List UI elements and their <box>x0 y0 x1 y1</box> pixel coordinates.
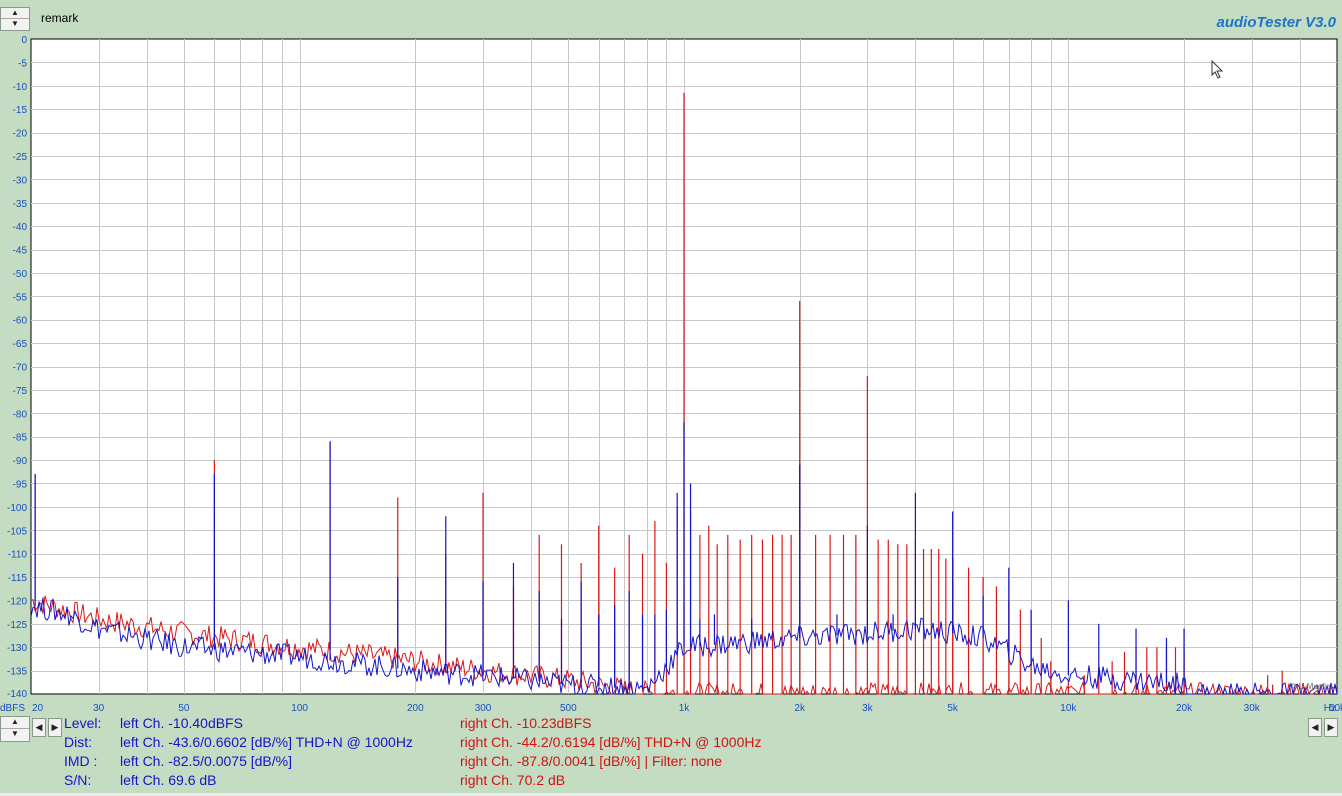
y-tick-label: -140 <box>7 689 27 700</box>
dist-right: right Ch. -44.2/0.6194 [dB/%] THD+N @ 10… <box>460 734 762 750</box>
spin-down-button[interactable]: ▼ <box>11 19 19 28</box>
y-tick-label: -80 <box>13 409 28 420</box>
top-toolbar: ▲ ▼ remark audioTester V3.0 <box>0 0 1342 38</box>
x-tick-label: 10k <box>1060 703 1077 712</box>
app-brand: audioTester V3.0 <box>1216 14 1337 31</box>
mouse-cursor-icon <box>1211 60 1224 79</box>
sn-right: right Ch. 70.2 dB <box>460 772 566 788</box>
y-tick-label: -5 <box>18 58 27 69</box>
level-left: left Ch. -10.40dBFS <box>120 715 243 731</box>
x-tick-label: 5k <box>947 703 959 712</box>
y-tick-label: -130 <box>7 643 27 654</box>
x-tick-label: 3k <box>862 703 874 712</box>
y-tick-label: -60 <box>13 316 28 327</box>
dist-left: left Ch. -43.6/0.6602 [dB/%] THD+N @ 100… <box>120 734 413 750</box>
y-tick-label: -70 <box>13 363 28 374</box>
y-tick-label: -135 <box>7 667 27 678</box>
y-tick-label: -95 <box>13 479 28 490</box>
imd-label: IMD : <box>64 753 98 769</box>
x-tick-label: 1k <box>679 703 691 712</box>
y-tick-labels: 0 -5 -10 -15 -20 -25 -30 -35 -40 -45 -50 -55 -60 -65 -… <box>7 35 27 700</box>
scroll-left-button-right[interactable]: ◀ <box>1308 718 1322 737</box>
sn-label: S/N: <box>64 772 92 788</box>
remark-label: remark <box>41 11 79 25</box>
y-tick-label: -100 <box>7 503 27 514</box>
scroll-right-button-right[interactable]: ▶ <box>1324 718 1338 737</box>
x-tick-label: 50 <box>178 703 190 712</box>
stats-row-sn: S/N: left Ch. 69.6 dB right Ch. 70.2 dB <box>0 771 1342 790</box>
level-right: right Ch. -10.23dBFS <box>460 715 592 731</box>
stats-row-dist: Dist: left Ch. -43.6/0.6602 [dB/%] THD+N… <box>0 733 1342 752</box>
x-axis-label: Hz <box>1324 703 1336 712</box>
x-tick-label: 50k <box>1329 703 1342 712</box>
y-tick-label: -40 <box>13 222 28 233</box>
y-tick-label: -65 <box>13 339 28 350</box>
spectrum-chart: 0 -5 -10 -15 -20 -25 -30 -35 -40 -45 -50 -55 -60 -65 -… <box>0 35 1342 712</box>
x-tick-labels: 20 30 50 100 200 300 500 1k 2k 3k 5k 10k 20k 30k 50k <box>32 703 1342 712</box>
spin-up-button[interactable]: ▲ <box>1 717 29 729</box>
y-tick-label: -125 <box>7 620 27 631</box>
sn-left: left Ch. 69.6 dB <box>120 772 217 788</box>
y-tick-label: -90 <box>13 456 28 467</box>
scroll-right-button[interactable]: ▶ <box>48 718 62 737</box>
y-axis-label: dBFS <box>0 703 25 712</box>
x-tick-label: 100 <box>291 703 308 712</box>
y-tick-label: -105 <box>7 526 27 537</box>
y-tick-label: -120 <box>7 596 27 607</box>
stats-row-imd: IMD : left Ch. -82.5/0.0075 [dB/%] right… <box>0 752 1342 771</box>
dist-label: Dist: <box>64 734 92 750</box>
y-tick-label: -55 <box>13 292 28 303</box>
stats-panel: ▲ ▼ ◀ ▶ ◀ ▶ Level: left Ch. -10.40dBFS r… <box>0 712 1342 796</box>
y-tick-label: -50 <box>13 269 28 280</box>
stats-spinner[interactable]: ▲ ▼ <box>0 716 30 742</box>
watermark: © U.Mueller <box>1291 682 1334 691</box>
x-tick-label: 20k <box>1176 703 1193 712</box>
x-tick-label: 200 <box>407 703 424 712</box>
x-tick-label: 30k <box>1244 703 1261 712</box>
scroll-left-button[interactable]: ◀ <box>32 718 46 737</box>
y-tick-label: -110 <box>8 550 28 561</box>
y-tick-label: -75 <box>13 386 28 397</box>
imd-left: left Ch. -82.5/0.0075 [dB/%] <box>120 753 292 769</box>
y-tick-label: -115 <box>8 573 28 584</box>
x-tick-label: 20 <box>32 703 44 712</box>
x-tick-label: 500 <box>560 703 577 712</box>
y-tick-label: -85 <box>13 433 28 444</box>
imd-right: right Ch. -87.8/0.0041 [dB/%] | Filter: … <box>460 753 723 769</box>
y-tick-label: -35 <box>13 199 28 210</box>
spin-up-button[interactable]: ▲ <box>1 8 29 19</box>
stats-row-level: Level: left Ch. -10.40dBFS right Ch. -10… <box>0 714 1342 733</box>
y-tick-label: 0 <box>21 35 27 46</box>
y-tick-label: -20 <box>13 129 28 140</box>
series-layer <box>30 92 1338 696</box>
x-tick-label: 300 <box>475 703 492 712</box>
spin-down-button[interactable]: ▼ <box>11 729 19 738</box>
level-label: Level: <box>64 715 102 731</box>
x-tick-label: 2k <box>794 703 806 712</box>
y-tick-label: -30 <box>13 175 28 186</box>
y-tick-label: -25 <box>13 152 28 163</box>
y-tick-label: -45 <box>13 246 28 257</box>
bottom-strip <box>0 793 1342 796</box>
series-1-noise-floor <box>30 597 1338 696</box>
remark-spinner[interactable]: ▲ ▼ <box>0 7 30 31</box>
y-tick-label: -10 <box>13 82 28 93</box>
x-tick-label: 30 <box>93 703 105 712</box>
y-tick-label: -15 <box>13 105 28 116</box>
